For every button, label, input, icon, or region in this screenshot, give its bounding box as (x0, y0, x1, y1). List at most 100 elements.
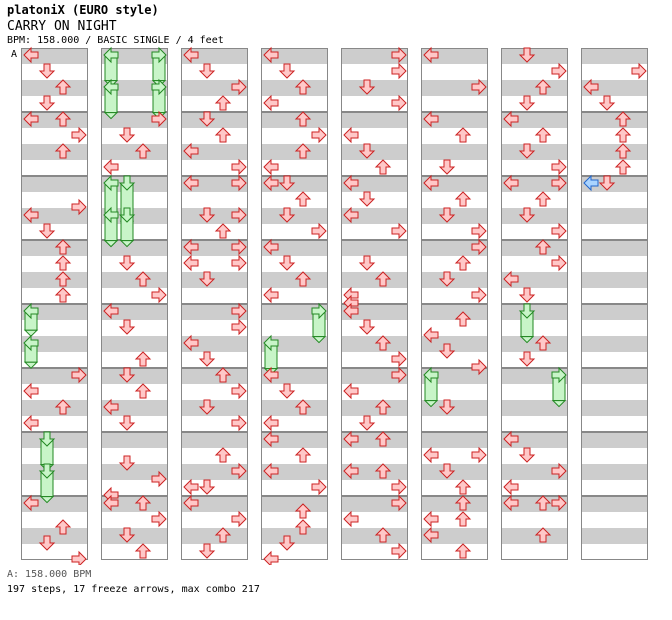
up-arrow (294, 111, 312, 127)
measure-box (501, 176, 568, 240)
beat-stripe (581, 272, 648, 288)
right-arrow (551, 494, 567, 512)
down-arrow (38, 223, 56, 239)
beat-stripe (501, 144, 568, 160)
right-arrow (391, 62, 407, 80)
up-arrow (214, 223, 232, 239)
up-arrow (54, 239, 72, 255)
left-arrow (263, 414, 279, 432)
right-arrow (231, 174, 247, 192)
down-arrow (198, 479, 216, 495)
right-arrow (231, 414, 247, 432)
up-arrow (214, 95, 232, 111)
right-arrow-freeze (551, 366, 567, 384)
beat-stripe (581, 240, 648, 256)
beat-stripe (261, 112, 328, 128)
measure-box (261, 304, 328, 368)
left-arrow (263, 94, 279, 112)
measure-box (341, 112, 408, 176)
measure-box (341, 240, 408, 304)
down-arrow (518, 447, 536, 463)
beat-stripe (21, 176, 88, 192)
up-arrow (134, 495, 152, 511)
beat-stripe (341, 240, 408, 256)
beat-stripe (581, 48, 648, 64)
down-arrow (518, 207, 536, 223)
right-arrow (391, 494, 407, 512)
down-arrow (198, 351, 216, 367)
beat-stripe (341, 400, 408, 416)
freeze-tail (119, 240, 135, 248)
chart-column (581, 48, 648, 560)
right-arrow (151, 470, 167, 488)
beat-stripe (421, 464, 488, 480)
beat-stripe (341, 112, 408, 128)
step-chart: A (11, 46, 648, 565)
down-arrow-freeze (118, 175, 136, 191)
up-arrow (534, 527, 552, 543)
right-arrow (391, 350, 407, 368)
beat-stripe (101, 112, 168, 128)
left-arrow (263, 174, 279, 192)
beat-stripe (21, 240, 88, 256)
down-arrow (198, 207, 216, 223)
measure-box (101, 112, 168, 176)
measure-box (261, 176, 328, 240)
left-arrow (343, 430, 359, 448)
left-arrow (183, 478, 199, 496)
measure-box (421, 48, 488, 112)
up-arrow (214, 367, 232, 383)
up-arrow (294, 143, 312, 159)
right-arrow (471, 446, 487, 464)
beat-stripe (501, 304, 568, 320)
right-arrow (231, 318, 247, 336)
beat-stripe (581, 112, 648, 128)
down-arrow (438, 343, 456, 359)
beat-stripe (181, 464, 248, 480)
beat-stripe (501, 464, 568, 480)
left-arrow (423, 110, 439, 128)
measure-box (261, 112, 328, 176)
left-arrow (23, 46, 39, 64)
down-arrow (358, 143, 376, 159)
left-arrow-freeze (423, 366, 439, 384)
up-arrow (294, 447, 312, 463)
right-arrow (151, 286, 167, 304)
beat-stripe (341, 496, 408, 512)
left-arrow (503, 110, 519, 128)
down-arrow (518, 143, 536, 159)
left-arrow (263, 430, 279, 448)
beat-stripe (21, 432, 88, 448)
measure-box (581, 496, 648, 560)
measure-box (421, 496, 488, 560)
up-arrow (294, 519, 312, 535)
left-arrow (263, 238, 279, 256)
measure-box (181, 176, 248, 240)
beat-stripe (261, 80, 328, 96)
down-arrow (278, 383, 296, 399)
measure-box (101, 432, 168, 496)
down-arrow (118, 255, 136, 271)
measure-box (581, 176, 648, 240)
left-arrow (503, 494, 519, 512)
down-arrow (198, 63, 216, 79)
up-arrow (454, 543, 472, 559)
right-arrow (71, 198, 87, 216)
measure-box (21, 48, 88, 112)
beat-stripe (581, 496, 648, 512)
up-arrow (294, 271, 312, 287)
beat-stripe (261, 400, 328, 416)
measure-box (101, 48, 168, 112)
measure-box (421, 432, 488, 496)
left-arrow (343, 382, 359, 400)
up-arrow (134, 143, 152, 159)
beat-stripe (261, 528, 328, 544)
up-arrow (534, 191, 552, 207)
beat-stripe (261, 208, 328, 224)
down-arrow (38, 63, 56, 79)
up-arrow (614, 143, 632, 159)
down-arrow (38, 95, 56, 111)
up-arrow (374, 431, 392, 447)
down-arrow (518, 47, 536, 63)
left-arrow-freeze (103, 206, 119, 224)
